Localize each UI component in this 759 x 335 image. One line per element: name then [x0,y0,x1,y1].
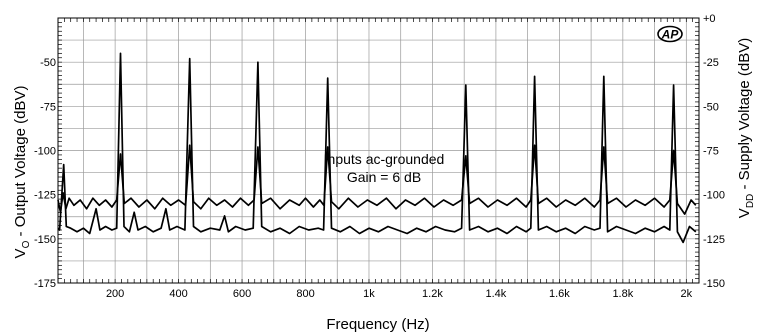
right-tick-label: -125 [703,234,725,246]
x-tick-label: 400 [169,288,187,300]
x-tick-label: 1.4k [486,288,507,300]
right-tick-labels: +0 -25 -50 -75 -100 -125 -150 [703,13,725,290]
right-tick-label: -75 [703,146,719,158]
right-tick-label: +0 [703,13,716,25]
left-tick-labels: -50 -75 -100 -125 -150 -175 [34,57,56,290]
x-tick-label: 1.2k [422,288,443,300]
x-tick-label: 1.8k [612,288,633,300]
right-tick-label: -50 [703,101,719,113]
series-line-right-0 [57,52,697,244]
svg-text:AP: AP [661,28,680,42]
left-tick-label: -175 [34,278,56,290]
x-tick-label: 1k [363,288,375,300]
annotation-inputs: Inputs ac-grounded [324,151,445,167]
left-tick-label: -50 [40,57,56,69]
left-tick-label: -75 [40,101,56,113]
left-tick-label: -100 [34,146,56,158]
left-axis-title: VO - Output Voltage (dBV) [12,86,32,259]
left-tick-label: -150 [34,234,56,246]
series-layer [57,52,697,244]
x-tick-labels: 200 400 600 800 1k 1.2k 1.4k 1.6k 1.8k 2k [106,288,693,300]
left-tick-label: -125 [34,190,56,202]
plot-frame [57,17,700,284]
annotation-gain: Gain = 6 dB [347,169,421,185]
right-tick-label: -150 [703,278,725,290]
right-tick-label: -100 [703,190,725,202]
right-axis-title: VDD - Supply Voltage (dBV) [736,38,756,218]
minor-ticks [58,17,699,284]
x-tick-label: 600 [233,288,251,300]
right-tick-label: -25 [703,57,719,69]
x-tick-label: 200 [106,288,124,300]
x-tick-label: 2k [680,288,692,300]
x-tick-label: 800 [296,288,314,300]
ap-logo: AP [657,25,683,43]
grid [58,17,699,284]
series-line-left-1 [57,144,697,215]
x-axis-title: Frequency (Hz) [326,316,429,333]
x-tick-label: 1.6k [549,288,570,300]
